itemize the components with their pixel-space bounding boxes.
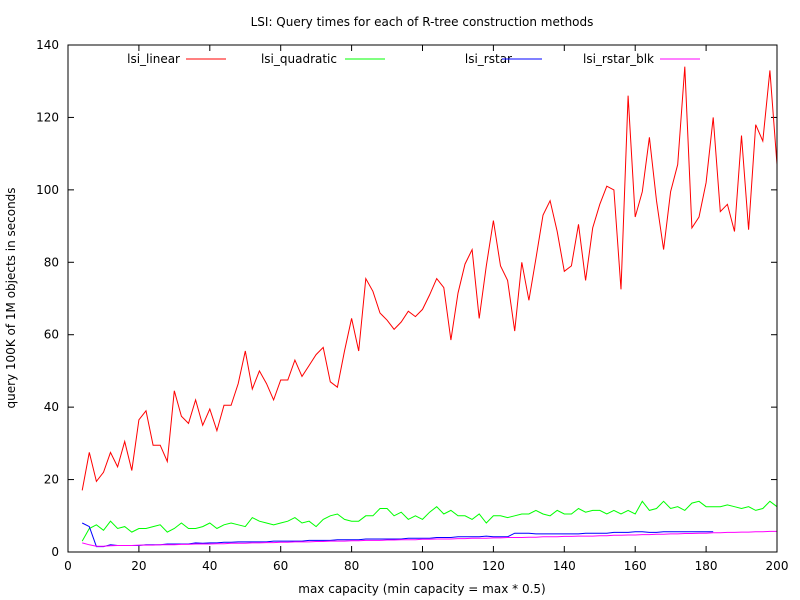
x-tick-label: 80 [344, 559, 359, 573]
y-tick-label: 20 [44, 473, 59, 487]
y-tick-label: 80 [44, 255, 59, 269]
legend-label-lsi_rstar_blk: lsi_rstar_blk [583, 52, 654, 66]
legend-label-lsi_rstar: lsi_rstar [465, 52, 512, 66]
plot-frame [67, 44, 778, 553]
y-tick-label: 140 [36, 38, 59, 52]
series-line-lsi_quadratic [81, 500, 778, 542]
legend: lsi_linear lsi_quadratic lsi_rstar lsi_rsta… [127, 52, 700, 66]
plot-area [81, 66, 778, 548]
y-tick-label: 100 [36, 183, 59, 197]
y-tick-label: 0 [51, 545, 59, 559]
y-axis-label: query 100K of 1M objects in seconds [4, 187, 18, 408]
series-line-lsi_rstar_blk [82, 530, 777, 547]
x-tick-label: 60 [273, 559, 288, 573]
x-tick-label: 0 [64, 559, 72, 573]
x-tick-label: 100 [411, 559, 434, 573]
y-tick-label: 120 [36, 110, 59, 124]
series-line-lsi_linear [81, 66, 778, 491]
legend-label-lsi_quadratic: lsi_quadratic [261, 52, 337, 66]
chart-title: LSI: Query times for each of R-tree cons… [251, 15, 594, 29]
x-tick-label: 140 [553, 559, 576, 573]
x-tick-label: 40 [202, 559, 217, 573]
x-tick-label: 200 [766, 559, 789, 573]
axis-ticks: 0 20 40 60 80 100 120 140 160 180 200 0 20 40 60 80 100 1… [36, 38, 788, 573]
y-tick-label: 40 [44, 400, 59, 414]
x-tick-label: 20 [131, 559, 146, 573]
y-tick-label: 60 [44, 328, 59, 342]
x-tick-label: 160 [624, 559, 647, 573]
x-tick-label: 180 [695, 559, 718, 573]
x-axis-label: max capacity (min capacity = max * 0.5) [298, 582, 545, 596]
x-tick-label: 120 [482, 559, 505, 573]
legend-label-lsi_linear: lsi_linear [127, 52, 180, 66]
